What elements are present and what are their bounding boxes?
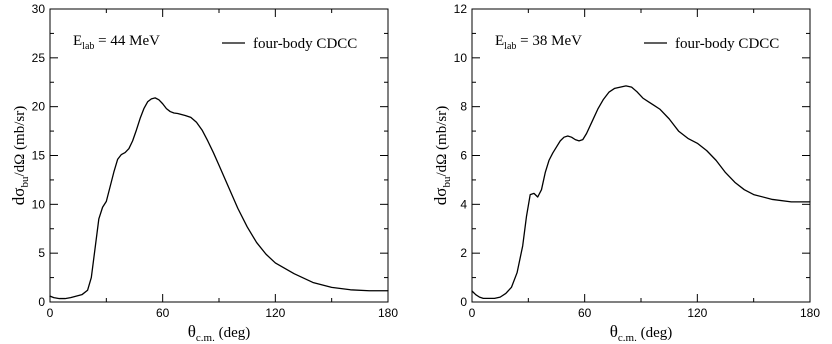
- energy-annotation: Elab = 44 MeV: [73, 33, 160, 52]
- y-tick-label: 25: [32, 51, 46, 65]
- legend-entry: four-body CDCC: [253, 36, 357, 52]
- y-tick-label: 30: [32, 2, 46, 16]
- series-line-cdcc: [49, 97, 389, 300]
- x-tick-label: 180: [800, 306, 820, 320]
- chart-panel-1: 0 60 120 180 0 5 10 15 20 25 30 θc.m. (deg) dσbu/dΩ …: [9, 2, 398, 344]
- x-tick-label: 60: [578, 306, 592, 320]
- x-tick-label: 180: [378, 306, 398, 320]
- y-tick-label: 10: [32, 197, 46, 211]
- y-tick-label: 10: [454, 51, 468, 65]
- y-tick-label: 6: [460, 149, 467, 163]
- x-tick-label: 60: [156, 306, 170, 320]
- y-tick-label: 12: [454, 2, 468, 16]
- y-tick-label: 20: [32, 100, 46, 114]
- y-tick-label: 0: [460, 295, 467, 309]
- y-tick-label: 15: [32, 149, 46, 163]
- y-tick-label: 8: [460, 100, 467, 114]
- chart-panel-2: 0 60 120 180 0 2 4 6 8 10 12 θc.m. (deg) dσbu/dΩ (mb…: [431, 2, 820, 344]
- x-tick-label: 120: [687, 306, 707, 320]
- x-tick-label: 0: [469, 306, 476, 320]
- energy-annotation: Elab = 38 MeV: [495, 33, 582, 52]
- y-axis-label: dσbu/dΩ (mb/sr): [9, 106, 31, 205]
- legend-entry: four-body CDCC: [675, 36, 779, 52]
- x-axis-label: θc.m. (deg): [188, 322, 251, 344]
- x-tick-label: 120: [265, 306, 285, 320]
- y-tick-label: 4: [460, 197, 467, 211]
- y-axis-label: dσbu/dΩ (mb/sr): [431, 106, 453, 205]
- y-tick-label: 0: [38, 295, 45, 309]
- x-axis-label: θc.m. (deg): [610, 322, 673, 344]
- y-tick-label: 5: [38, 246, 45, 260]
- series-line-cdcc: [471, 85, 811, 299]
- x-tick-label: 0: [47, 306, 54, 320]
- y-tick-label: 2: [460, 246, 467, 260]
